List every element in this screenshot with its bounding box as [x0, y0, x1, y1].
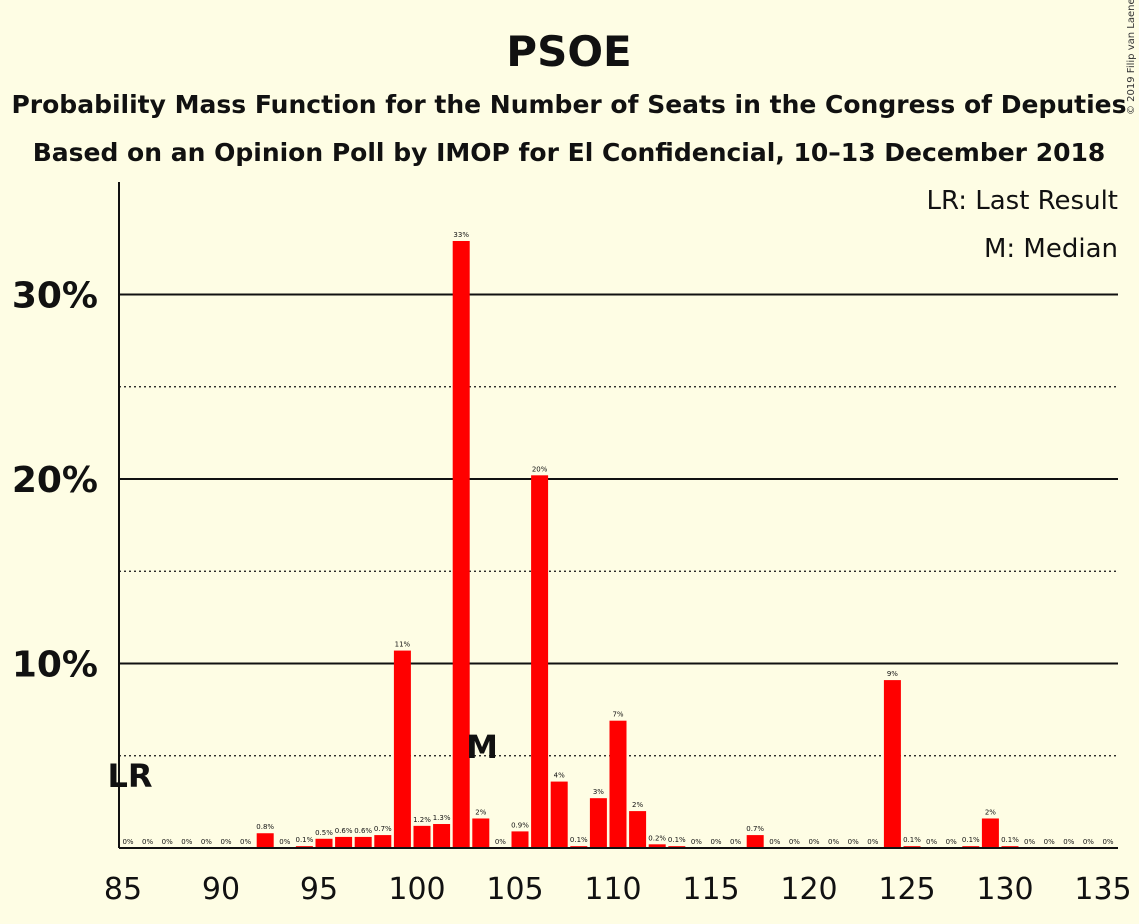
data-label: 3%: [593, 788, 604, 796]
data-label: 2%: [985, 808, 996, 816]
data-label: 0%: [1102, 838, 1113, 846]
data-label: 33%: [453, 231, 469, 239]
data-label: 0%: [769, 838, 780, 846]
data-label: 0.1%: [296, 836, 314, 844]
axes: 10% 20% 30% 85 90 95 100 105 110 115 120 125 130 135: [12, 182, 1132, 907]
chart-subtitle-2: Based on an Opinion Poll by IMOP for El …: [33, 138, 1106, 167]
bar: [256, 833, 274, 848]
bar: [413, 825, 431, 848]
data-label: 1.3%: [433, 814, 451, 822]
bar: [746, 835, 764, 848]
data-label: 0%: [162, 838, 173, 846]
data-label: 0%: [1063, 838, 1074, 846]
data-label: 2%: [632, 801, 643, 809]
data-label: 0%: [240, 838, 251, 846]
x-tick-label: 105: [486, 872, 543, 907]
legend-median: M: Median: [984, 234, 1118, 264]
bar: [452, 240, 470, 848]
data-label: 0%: [789, 838, 800, 846]
data-label: 0.5%: [315, 829, 333, 837]
median-marker: M: [466, 728, 498, 766]
data-label: 0.8%: [256, 823, 274, 831]
bar: [374, 835, 392, 848]
data-label: 9%: [887, 670, 898, 678]
data-label: 0%: [495, 838, 506, 846]
data-label: 0%: [181, 838, 192, 846]
data-label: 1.2%: [413, 816, 431, 824]
copyright-text: © 2019 Filip van Laenen: [1126, 0, 1137, 115]
data-label: 0%: [946, 838, 957, 846]
data-label: 2%: [475, 808, 486, 816]
chart-title: PSOE: [506, 27, 631, 76]
data-label: 0%: [848, 838, 859, 846]
x-tick-label: 130: [976, 872, 1033, 907]
x-tick-label: 135: [1074, 872, 1131, 907]
data-label: 0.1%: [668, 836, 686, 844]
data-label: 0.1%: [962, 836, 980, 844]
bar: [511, 831, 529, 848]
data-label: 0%: [122, 838, 133, 846]
data-label: 7%: [612, 711, 623, 719]
x-tick-label: 95: [300, 872, 338, 907]
bar: [354, 836, 372, 848]
data-label: 0%: [808, 838, 819, 846]
bar: [589, 798, 607, 848]
bar: [531, 475, 549, 848]
data-label: 0%: [691, 838, 702, 846]
data-label: 0.1%: [903, 836, 921, 844]
last-result-marker: LR: [107, 757, 152, 795]
bar: [648, 844, 666, 848]
bar: [629, 811, 647, 848]
x-tick-label: 125: [878, 872, 935, 907]
legend-last-result: LR: Last Result: [926, 186, 1118, 216]
bar: [433, 824, 451, 848]
x-tick-label: 100: [388, 872, 445, 907]
data-label: 0%: [926, 838, 937, 846]
data-label: 0%: [1024, 838, 1035, 846]
bars: [256, 240, 1019, 848]
data-label: 0%: [828, 838, 839, 846]
data-label: 0%: [730, 838, 741, 846]
data-label: 11%: [395, 641, 411, 649]
x-tick-label: 115: [682, 872, 739, 907]
bar: [883, 680, 901, 848]
data-label: 0.6%: [335, 827, 353, 835]
bar: [981, 818, 999, 848]
data-label: 0.2%: [648, 834, 666, 842]
data-label: 0.6%: [354, 827, 372, 835]
data-label: 0%: [279, 838, 290, 846]
data-label: 0%: [1083, 838, 1094, 846]
bar: [315, 838, 333, 848]
bar: [335, 836, 353, 848]
data-label: 4%: [554, 772, 565, 780]
bar: [550, 781, 568, 848]
x-tick-label: 120: [780, 872, 837, 907]
data-labels: 0% 0% 0% 0% 0% 0% 0%0.8%0% 0.1%0.5% 0.6% 0.6% 0.7%…: [122, 231, 1113, 846]
bar: [609, 720, 627, 848]
data-label: 0%: [710, 838, 721, 846]
chart-subtitle-1: Probability Mass Function for the Number…: [11, 90, 1126, 119]
bar: [472, 818, 490, 848]
x-tick-label: 85: [104, 872, 142, 907]
bar: [393, 650, 411, 848]
data-label: 0.7%: [374, 825, 392, 833]
y-tick-label: 10%: [12, 645, 98, 686]
x-tick-label: 110: [584, 872, 641, 907]
y-tick-label: 20%: [12, 460, 98, 501]
data-label: 0%: [201, 838, 212, 846]
data-label: 0%: [220, 838, 231, 846]
data-label: 0%: [867, 838, 878, 846]
x-tick-label: 90: [202, 872, 240, 907]
data-label: 0.7%: [746, 825, 764, 833]
data-label: 20%: [532, 465, 548, 473]
y-tick-label: 30%: [12, 276, 98, 317]
data-label: 0.1%: [1001, 836, 1019, 844]
data-label: 0.1%: [570, 836, 588, 844]
data-label: 0%: [1044, 838, 1055, 846]
grid-lines: [119, 293, 1118, 757]
data-label: 0.9%: [511, 821, 529, 829]
data-label: 0%: [142, 838, 153, 846]
